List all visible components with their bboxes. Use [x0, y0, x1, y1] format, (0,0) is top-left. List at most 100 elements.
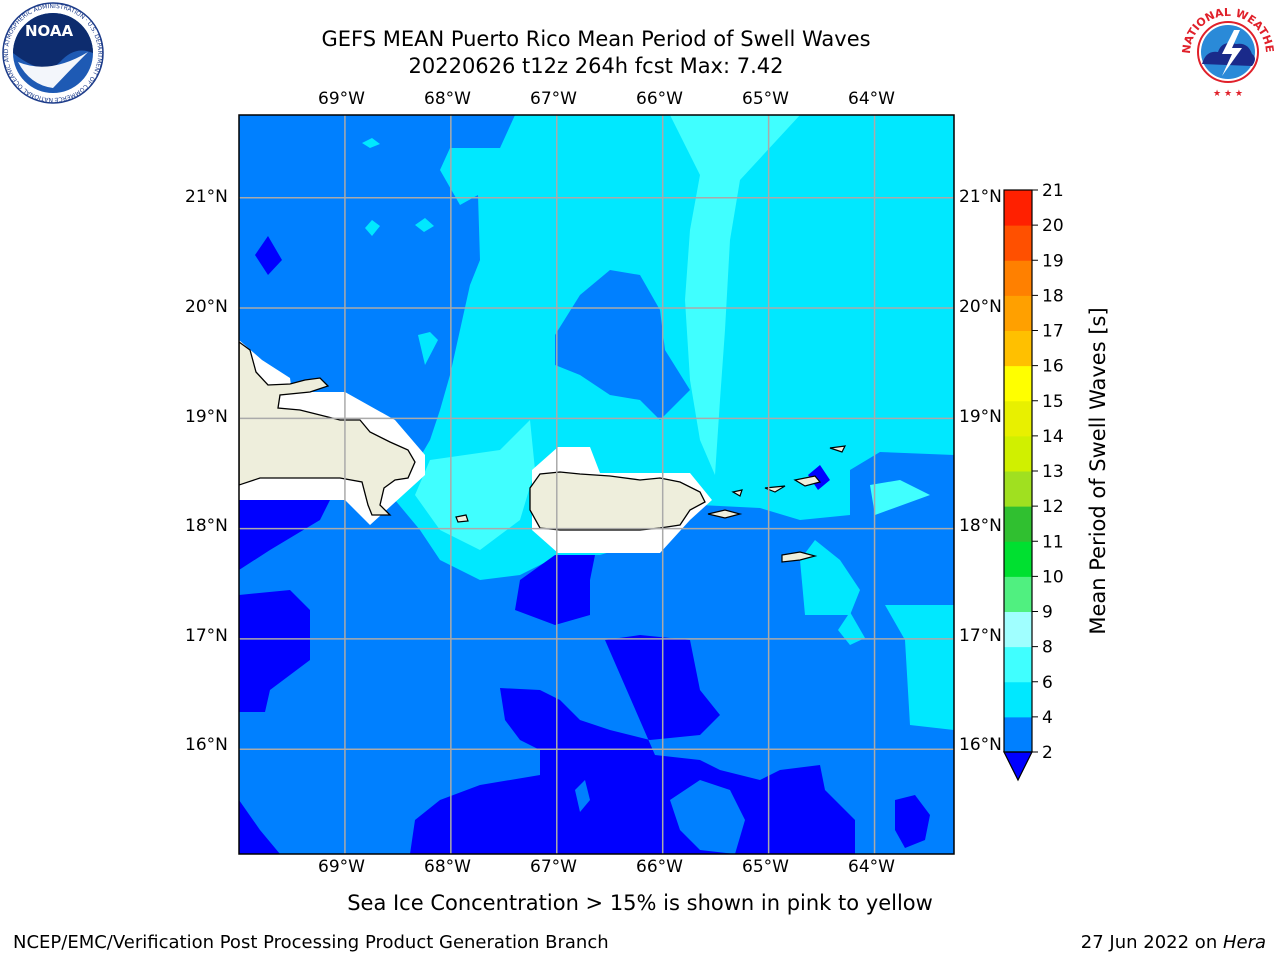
swell-region-under-2s [255, 236, 282, 275]
swell-region-under-2s [239, 590, 310, 712]
land-anegada [829, 445, 847, 453]
colorbar-ticks: 2 4 6 8 9 10 11 12 13 14 15 16 17 18 19 20 21 [1032, 181, 1064, 763]
colorbar-segment [1004, 365, 1032, 402]
swell-region-4-6s [362, 138, 380, 148]
land-mona-island [455, 514, 469, 523]
colorbar-tick-label: 13 [1042, 462, 1064, 482]
lon-label-bottom: 66°W [636, 857, 683, 877]
swell-region-4-6s [800, 540, 860, 615]
graticule [239, 115, 954, 854]
footer-branch: NCEP/EMC/Verification Post Processing Pr… [13, 932, 609, 953]
colorbar-segment [1004, 225, 1032, 261]
swell-region-under-2s [239, 800, 280, 854]
colorbar-segment [1004, 506, 1032, 542]
lat-label-right: 21°N [959, 187, 1002, 207]
contour-field [239, 115, 954, 854]
lon-label-bottom: 64°W [848, 857, 895, 877]
colorbar-tick-label: 20 [1042, 216, 1064, 236]
colorbar-label: Mean Period of Swell Waves [s] [1086, 307, 1110, 635]
colorbar-segment [1004, 435, 1032, 472]
nws-stars: ★ ★ ★ [1213, 89, 1243, 98]
land-vieques [707, 509, 743, 519]
colorbar-tick-label: 17 [1042, 322, 1064, 342]
swell-region-4-6s [395, 115, 954, 580]
colorbar-tick-label: 9 [1042, 603, 1053, 623]
colorbar-tick-label: 4 [1042, 708, 1053, 728]
lon-label-top: 69°W [318, 89, 365, 109]
land-virgin-islands [793, 475, 822, 487]
lon-label-bottom: 68°W [424, 857, 471, 877]
colorbar-segment [1004, 611, 1032, 648]
lat-label-right: 18°N [959, 516, 1002, 536]
lat-label-right: 19°N [959, 407, 1002, 427]
swell-region-4-6s [415, 218, 434, 232]
lat-label-left: 19°N [185, 407, 228, 427]
colorbar-segment [1004, 681, 1032, 718]
lat-label-right: 20°N [959, 297, 1002, 317]
colorbar-segment [1004, 646, 1032, 683]
colorbar-tick-label: 8 [1042, 638, 1053, 658]
colorbar-tick-label: 11 [1042, 532, 1064, 552]
colorbar-tick-label: 12 [1042, 497, 1064, 517]
lat-label-left: 18°N [185, 516, 228, 536]
footer-machine: Hera [1222, 932, 1266, 953]
colorbar-tick-label: 15 [1042, 392, 1064, 412]
colorbar-under-arrow [1003, 751, 1033, 782]
swell-region-2-4s [670, 780, 745, 854]
lon-label-bottom: 67°W [530, 857, 577, 877]
lat-label-left: 16°N [185, 735, 228, 755]
colorbar-segment [1004, 295, 1032, 331]
swell-region-4-6s [418, 332, 438, 365]
colorbar-segment [1004, 260, 1032, 296]
swell-region-6-8s [870, 480, 930, 515]
noaa-logo: NATIONAL OCEANIC AND ATMOSPHERIC ADMINIS… [2, 2, 104, 104]
lon-label-top: 66°W [636, 89, 683, 109]
land-puerto-rico [529, 471, 706, 531]
lon-label-bottom: 65°W [742, 857, 789, 877]
colorbar-tick-label: 14 [1042, 427, 1064, 447]
lon-label-top: 64°W [848, 89, 895, 109]
lat-label-left: 20°N [185, 297, 228, 317]
colorbar-segment [1004, 471, 1032, 507]
chart-title: GEFS MEAN Puerto Rico Mean Period of Swe… [321, 27, 871, 51]
swell-region-under-2s [515, 555, 595, 625]
colorbar-tick-label: 21 [1042, 181, 1064, 201]
swell-region-2-4s [575, 780, 590, 812]
land-virgin-islands [764, 485, 786, 493]
colorbar-tick-label: 18 [1042, 286, 1064, 306]
swell-region-4-6s [365, 220, 380, 236]
colorbar-segment [1004, 400, 1032, 437]
colorbar-segment [1004, 716, 1032, 753]
lon-label-top: 67°W [530, 89, 577, 109]
land-st-croix [781, 551, 818, 563]
lat-label-right: 16°N [959, 735, 1002, 755]
lat-label-right: 17°N [959, 626, 1002, 646]
swell-region-4-6s [838, 612, 865, 645]
swell-region-under-2s [410, 635, 855, 854]
swell-region-under-2s [895, 795, 930, 848]
colorbar-tick-label: 16 [1042, 357, 1064, 377]
lat-label-left: 21°N [185, 187, 228, 207]
swell-region-6-8s [415, 420, 535, 550]
map-frame [238, 114, 955, 855]
nws-logo: NATIONAL WEATHER SERVICE ★ ★ ★ [1178, 2, 1276, 98]
colorbar-segment [1004, 576, 1032, 612]
land-culebra [731, 489, 743, 497]
lat-label-left: 17°N [185, 626, 228, 646]
swell-region-under-2s [808, 465, 830, 490]
colorbar-tick-label: 10 [1042, 567, 1064, 587]
colorbar-segment [1004, 330, 1032, 367]
footer-date-text: 27 Jun 2022 on [1080, 932, 1223, 953]
colorbar-tick-label: 2 [1042, 743, 1053, 763]
swell-region-6-8s [670, 115, 800, 475]
lon-label-top: 65°W [742, 89, 789, 109]
colorbar-segment [1004, 190, 1032, 226]
chart-subtitle: 20220626 t12z 264h fcst Max: 7.42 [408, 54, 784, 78]
swell-region-4-6s [885, 605, 954, 730]
lon-label-top: 68°W [424, 89, 471, 109]
colorbar-segment [1004, 541, 1032, 577]
footer-date: 27 Jun 2022 on Hera [1081, 932, 1266, 953]
lon-label-bottom: 69°W [318, 857, 365, 877]
swell-region-under-2s [239, 500, 330, 570]
